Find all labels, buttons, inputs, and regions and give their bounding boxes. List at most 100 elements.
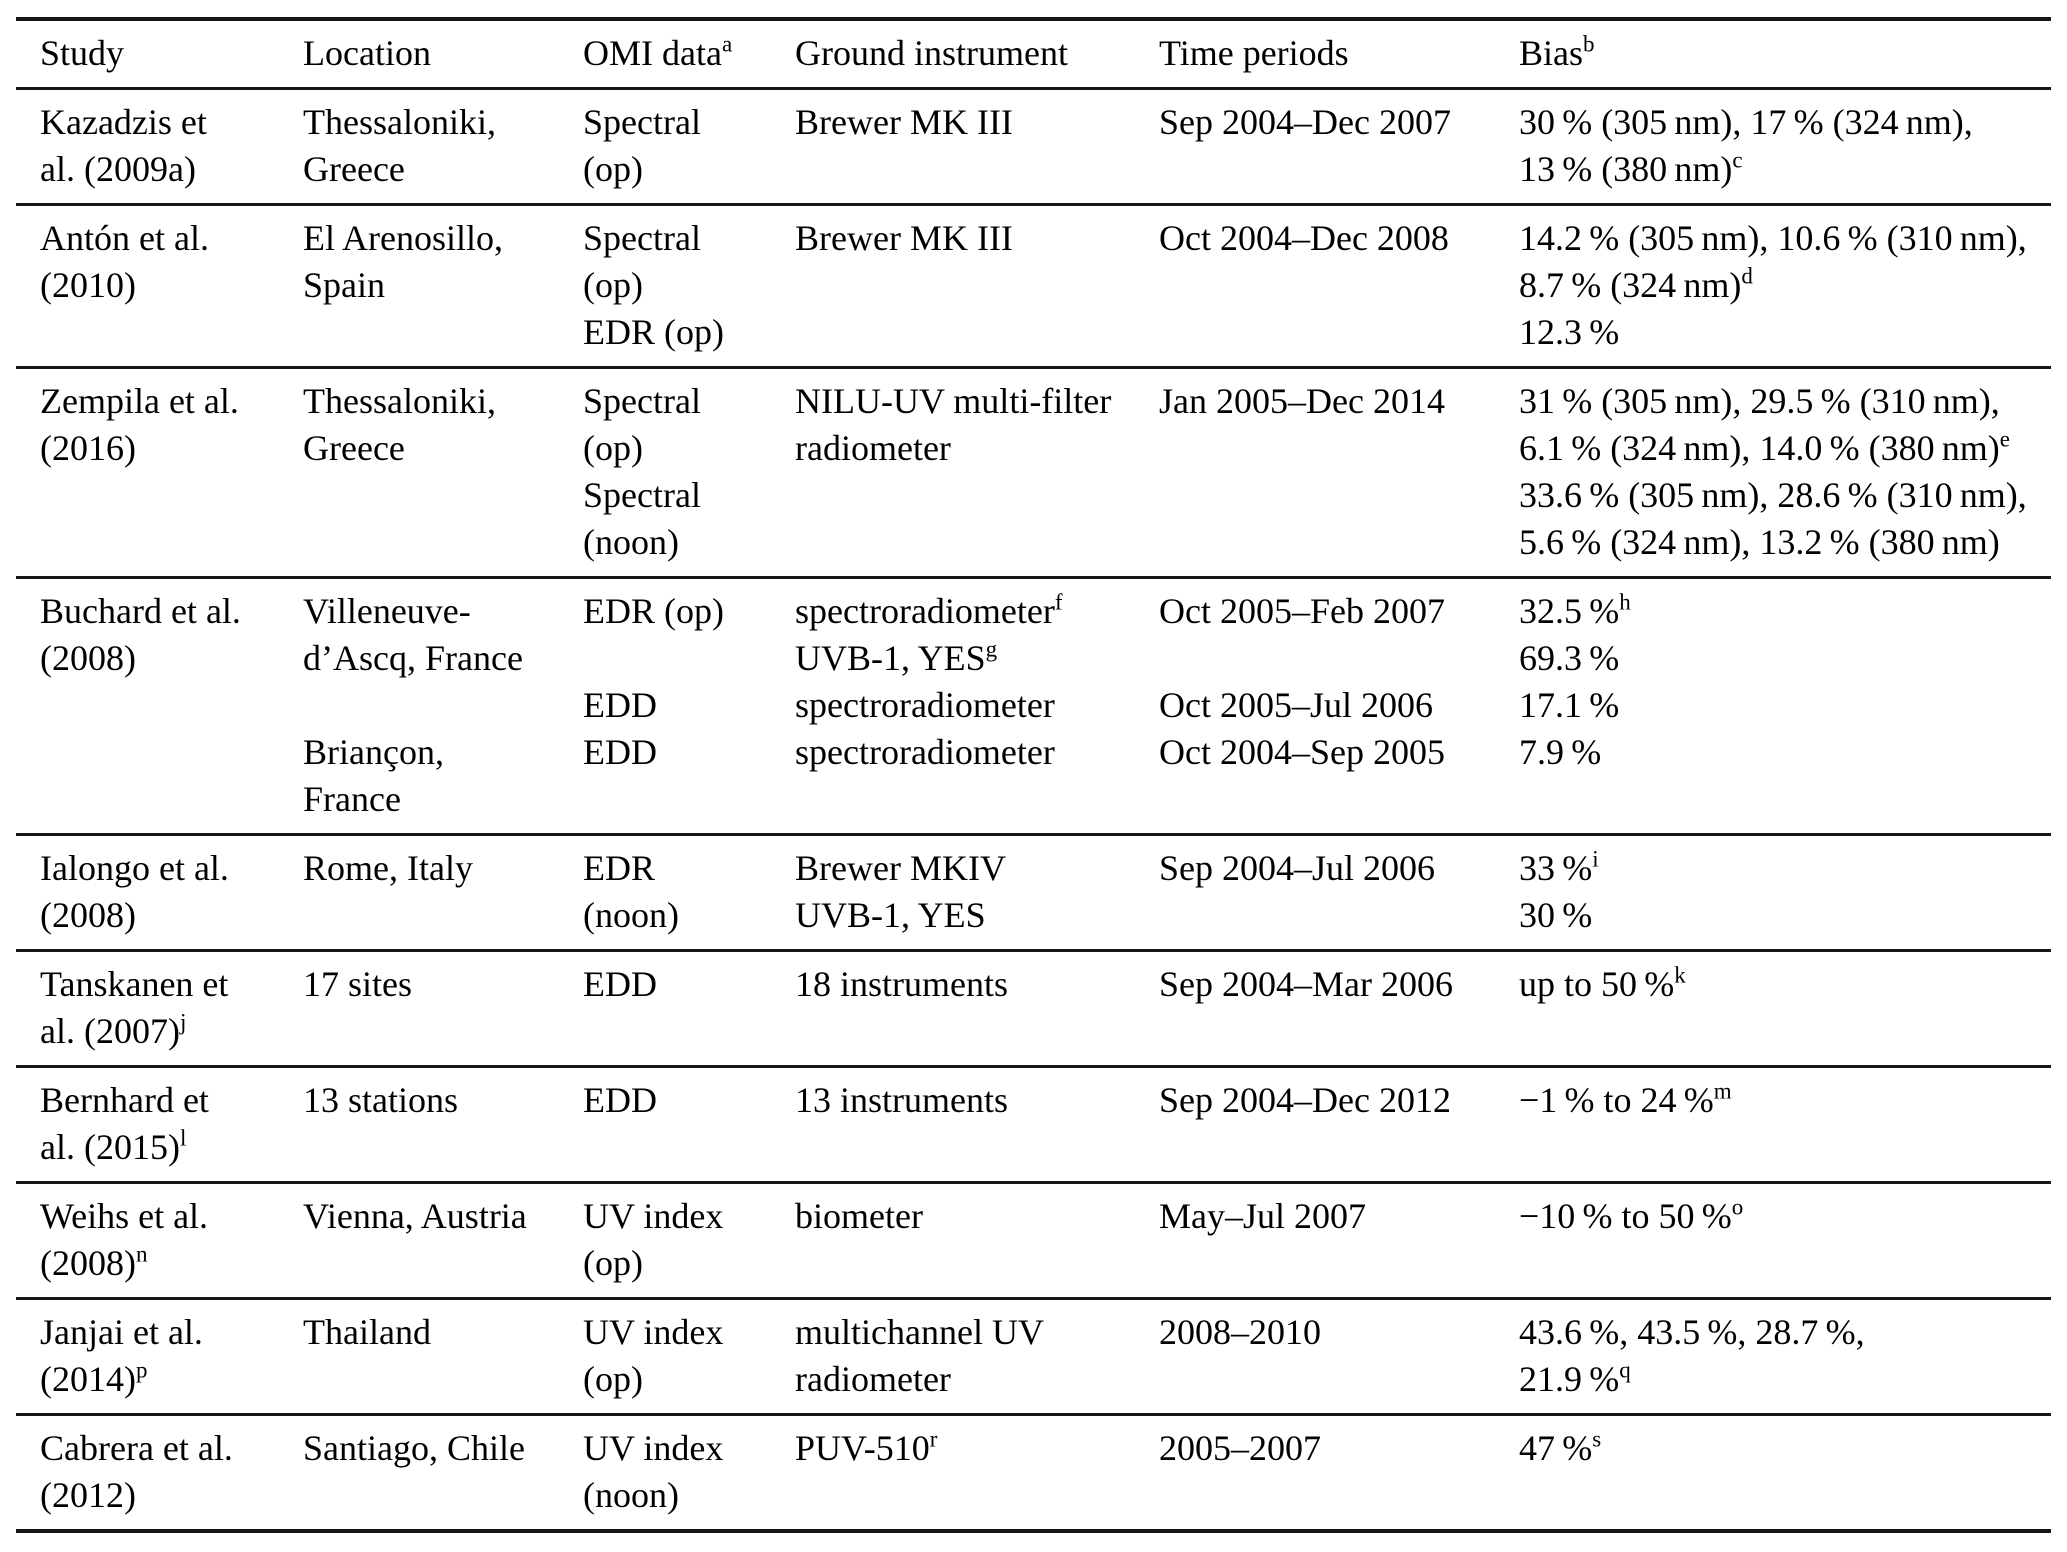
cell-line: radiometer — [795, 428, 951, 468]
cell-line: Ialongo et al. — [40, 848, 229, 888]
cell-location: 17 sites — [303, 961, 583, 1055]
cell-ground_instrument: spectroradiometerf UVB-1, YESg spectroradi… — [795, 588, 1159, 823]
cell-omi_data: Spectral (op) Spectral (noon) — [583, 378, 795, 566]
cell-study: Janjai et al. (2014)p — [40, 1309, 303, 1403]
header-cell-omi_data: OMI dataa — [583, 30, 795, 77]
cell-omi_data: EDD — [583, 1077, 795, 1171]
cell-line: UV index — [583, 1428, 724, 1468]
cell-line: (noon) — [583, 1475, 679, 1515]
cell-line: 69.3 % — [1519, 638, 1620, 678]
cell-line: 17.1 % — [1519, 685, 1620, 725]
cell-line — [583, 635, 777, 682]
cell-line: Spectral — [583, 218, 701, 258]
cell-line: Spectral — [583, 475, 701, 515]
cell-line: UV index — [583, 1312, 724, 1352]
cell-line: Oct 2004–Dec 2008 — [1159, 218, 1449, 258]
cell-line: 2008–2010 — [1159, 1312, 1321, 1352]
cell-line: May–Jul 2007 — [1159, 1196, 1366, 1236]
cell-line: (op) — [583, 149, 643, 189]
validation-studies-table: Study Location OMI dataa Ground instrument T… — [16, 17, 2051, 1533]
cell-omi_data: EDR (noon) — [583, 845, 795, 939]
table-body: Kazadzis et al. (2009a) Thessaloniki, Greec… — [16, 90, 2051, 1529]
cell-ground_instrument: NILU-UV multi-filter radiometer — [795, 378, 1159, 566]
cell-study: Ialongo et al. (2008) — [40, 845, 303, 939]
cell-line: Rome, Italy — [303, 848, 473, 888]
cell-line: PUV-510r — [795, 1426, 938, 1468]
cell-line: 30 % — [1519, 895, 1593, 935]
cell-bias: 32.5 %h 69.3 % 17.1 % 7.9 % — [1519, 588, 2051, 823]
cell-line: 12.3 % — [1519, 312, 1620, 352]
cell-line: Buchard et al. — [40, 591, 241, 631]
cell-line: NILU-UV multi-filter — [795, 381, 1112, 421]
cell-ground_instrument: multichannel UV radiometer — [795, 1309, 1159, 1403]
cell-line: 31 % (305 nm), 29.5 % (310 nm), — [1519, 381, 2000, 421]
cell-time_periods: Jan 2005–Dec 2014 — [1159, 378, 1519, 566]
cell-line: Antón et al. — [40, 218, 209, 258]
cell-line: 8.7 % (324 nm)d — [1519, 263, 1753, 305]
header-label: OMI dataa — [583, 31, 733, 73]
cell-line: Oct 2005–Jul 2006 — [1159, 685, 1433, 725]
table-row: Tanskanen et al. (2007)j 17 sites EDD 18 ins… — [16, 952, 2051, 1068]
cell-line — [303, 682, 565, 729]
cell-line: 2005–2007 — [1159, 1428, 1321, 1468]
cell-line: 5.6 % (324 nm), 13.2 % (380 nm) — [1519, 522, 2000, 562]
cell-line: Brewer MK III — [795, 102, 1013, 142]
header-cell-ground_instrument: Ground instrument — [795, 30, 1159, 77]
cell-line: al. (2009a) — [40, 149, 196, 189]
table-row: Janjai et al. (2014)p Thailand UV index (op)… — [16, 1300, 2051, 1416]
cell-bias: up to 50 %k — [1519, 961, 2051, 1055]
header-label: Time periods — [1159, 33, 1349, 73]
table-row: Buchard et al. (2008) Villeneuve-d’Ascq, F… — [16, 579, 2051, 836]
cell-line: Thessaloniki, — [303, 381, 496, 421]
cell-line: Brewer MKIV — [795, 848, 1006, 888]
cell-location: Vienna, Austria — [303, 1193, 583, 1287]
cell-line: UVB-1, YESg — [795, 636, 998, 678]
cell-line: (2016) — [40, 428, 136, 468]
header-cell-bias: Biasb — [1519, 30, 2051, 77]
cell-ground_instrument: Brewer MK III — [795, 215, 1159, 356]
cell-ground_instrument: PUV-510r — [795, 1425, 1159, 1519]
cell-line: 6.1 % (324 nm), 14.0 % (380 nm)e — [1519, 426, 2010, 468]
cell-omi_data: UV index (noon) — [583, 1425, 795, 1519]
header-cell-location: Location — [303, 30, 583, 77]
cell-line: d’Ascq, France — [303, 638, 523, 678]
cell-line: Spectral — [583, 102, 701, 142]
cell-line: multichannel UV — [795, 1312, 1044, 1352]
cell-ground_instrument: 18 instruments — [795, 961, 1159, 1055]
cell-location: Thessaloniki, Greece — [303, 378, 583, 566]
cell-line: (noon) — [583, 895, 679, 935]
cell-line: EDD — [583, 964, 657, 1004]
table-row: Zempila et al. (2016) Thessaloniki, Greece S… — [16, 369, 2051, 579]
cell-line: EDD — [583, 685, 657, 725]
cell-line: (op) — [583, 265, 643, 305]
cell-time_periods: Sep 2004–Dec 2012 — [1159, 1077, 1519, 1171]
cell-ground_instrument: Brewer MKIV UVB-1, YES — [795, 845, 1159, 939]
table-row: Weihs et al. (2008)n Vienna, Austria UV ind… — [16, 1184, 2051, 1300]
cell-line: (2008)n — [40, 1241, 148, 1283]
cell-location: Santiago, Chile — [303, 1425, 583, 1519]
cell-line: El Arenosillo, — [303, 218, 503, 258]
cell-bias: 30 % (305 nm), 17 % (324 nm), 13 % (380 n… — [1519, 99, 2051, 193]
cell-line: 33.6 % (305 nm), 28.6 % (310 nm), — [1519, 475, 2027, 515]
cell-line: 7.9 % — [1519, 732, 1602, 772]
cell-line: Villeneuve- — [303, 591, 471, 631]
cell-omi_data: Spectral (op) EDR (op) — [583, 215, 795, 356]
cell-line: Cabrera et al. — [40, 1428, 233, 1468]
table-row: Cabrera et al. (2012) Santiago, Chile UV in… — [16, 1416, 2051, 1529]
cell-line: al. (2007)j — [40, 1009, 187, 1051]
cell-ground_instrument: 13 instruments — [795, 1077, 1159, 1171]
cell-omi_data: EDR (op) EDD EDD — [583, 588, 795, 823]
cell-omi_data: EDD — [583, 961, 795, 1055]
cell-line: −1 % to 24 %m — [1519, 1078, 1732, 1120]
cell-line: EDR (op) — [583, 591, 724, 631]
cell-time_periods: Sep 2004–Mar 2006 — [1159, 961, 1519, 1055]
cell-line: EDD — [583, 1080, 657, 1120]
cell-line: Tanskanen et — [40, 964, 229, 1004]
cell-line: 13 % (380 nm)c — [1519, 147, 1743, 189]
cell-line: Santiago, Chile — [303, 1428, 525, 1468]
cell-line: biometer — [795, 1196, 923, 1236]
cell-study: Kazadzis et al. (2009a) — [40, 99, 303, 193]
cell-line: 30 % (305 nm), 17 % (324 nm), — [1519, 102, 1973, 142]
cell-location: El Arenosillo, Spain — [303, 215, 583, 356]
table-row: Bernhard et al. (2015)l 13 stations EDD 13 i… — [16, 1068, 2051, 1184]
